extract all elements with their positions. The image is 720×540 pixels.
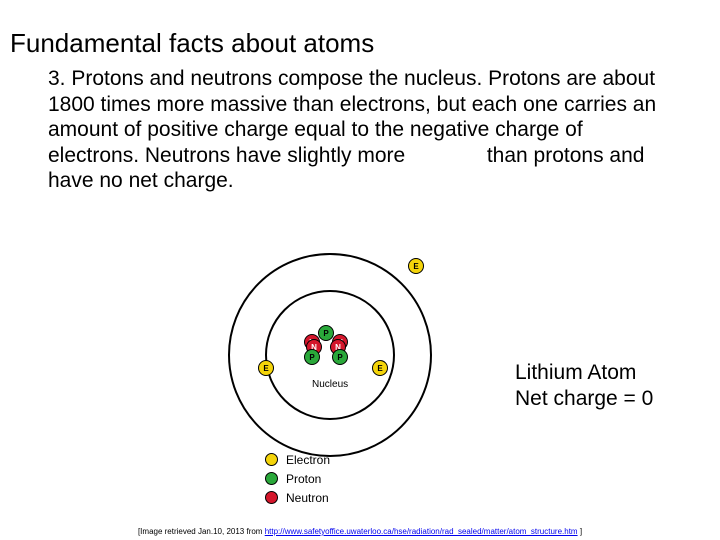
legend-dot-2	[265, 491, 278, 504]
legend-label-2: Neutron	[286, 491, 329, 505]
electron-0: E	[408, 258, 424, 274]
slide-root: Fundamental facts about atoms 3. Protons…	[0, 0, 720, 540]
caption-line-1: Lithium Atom	[515, 360, 653, 386]
credit-suffix: ]	[578, 527, 582, 536]
credit-prefix: [Image retrieved Jan.10, 2013 from	[138, 527, 265, 536]
proton-0: P	[318, 325, 334, 341]
legend-label-0: Electron	[286, 453, 330, 467]
electron-2: E	[372, 360, 388, 376]
atom-diagram: NNNNPPPEEENucleusElectronProtonNeutron	[180, 240, 480, 520]
credit-link[interactable]: http://www.safetyoffice.uwaterloo.ca/hse…	[265, 527, 578, 536]
legend-dot-1	[265, 472, 278, 485]
caption-line-2: Net charge = 0	[515, 386, 653, 412]
legend-label-1: Proton	[286, 472, 321, 486]
electron-1: E	[258, 360, 274, 376]
slide-title: Fundamental facts about atoms	[10, 28, 374, 59]
proton-2: P	[332, 349, 348, 365]
legend-row-0: Electron	[265, 452, 330, 467]
slide-body-text: 3. Protons and neutrons compose the nucl…	[48, 66, 668, 194]
diagram-caption: Lithium Atom Net charge = 0	[515, 360, 653, 413]
proton-1: P	[304, 349, 320, 365]
legend-row-2: Neutron	[265, 490, 330, 505]
legend: Electron Proton Neutron	[265, 452, 330, 509]
legend-dot-0	[265, 453, 278, 466]
nucleus-label: Nucleus	[312, 379, 348, 390]
legend-row-1: Proton	[265, 471, 330, 486]
orbit-inner	[265, 290, 395, 420]
image-credit: [Image retrieved Jan.10, 2013 from http:…	[0, 527, 720, 536]
